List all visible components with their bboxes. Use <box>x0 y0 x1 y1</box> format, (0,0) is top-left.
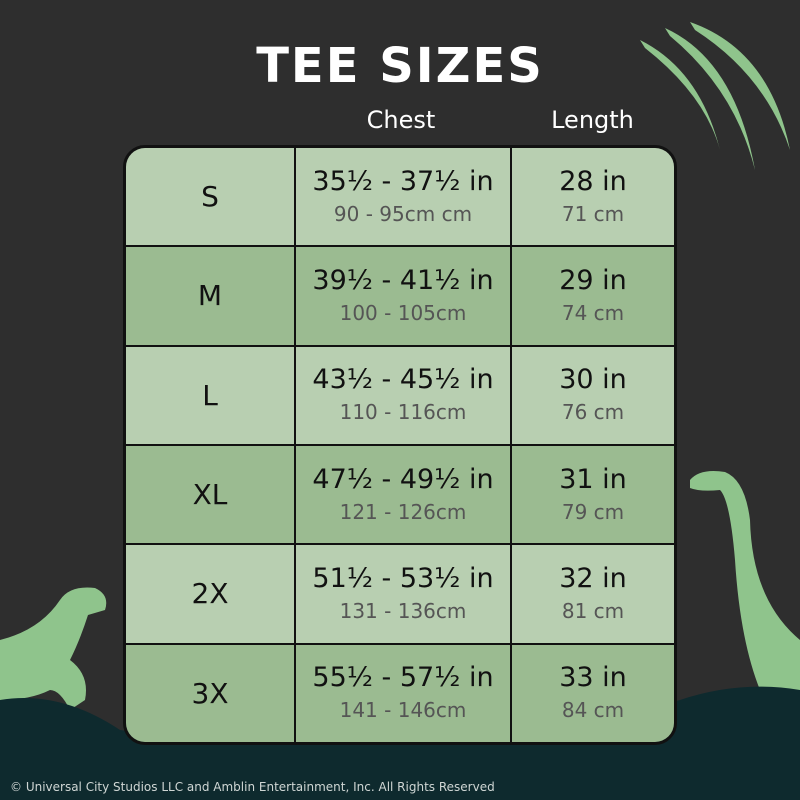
length-cell: 32 in 81 cm <box>512 545 674 642</box>
raptor-silhouette-icon <box>0 587 107 710</box>
chest-cm: 100 - 105cm <box>339 300 467 325</box>
copyright-notice: © Universal City Studios LLC and Amblin … <box>10 780 495 794</box>
size-cell: 3X <box>126 644 296 742</box>
length-inches: 30 in <box>559 364 627 396</box>
size-cell: L <box>126 346 296 444</box>
chest-cell: 43½ - 45½ in 110 - 116cm <box>296 346 512 444</box>
chest-inches: 55½ - 57½ in <box>312 662 494 694</box>
length-cm: 84 cm <box>561 698 625 723</box>
length-cell: 33 in 84 cm <box>512 645 674 742</box>
size-label: S <box>201 180 219 214</box>
chest-cm: 90 - 95cm cm <box>333 201 473 226</box>
chest-inches: 35½ - 37½ in <box>312 165 494 197</box>
length-cell: 31 in 79 cm <box>512 446 674 543</box>
table-row: M 39½ - 41½ in 100 - 105cm 29 in 74 cm <box>126 247 674 347</box>
size-label: 2X <box>191 577 229 611</box>
size-label: M <box>197 279 223 313</box>
chest-inches: 39½ - 41½ in <box>312 264 494 296</box>
length-inches: 31 in <box>559 463 627 495</box>
table-row: S 35½ - 37½ in 90 - 95cm cm 28 in 71 cm <box>126 148 674 248</box>
jungle-foliage <box>0 686 800 800</box>
length-cm: 79 cm <box>561 499 625 524</box>
length-inches: 33 in <box>559 662 627 694</box>
chest-cell: 55½ - 57½ in 141 - 146cm <box>296 644 512 742</box>
length-inches: 29 in <box>559 264 627 296</box>
length-cm: 76 cm <box>561 400 625 425</box>
chest-cm: 121 - 126cm <box>339 499 467 524</box>
table-row: 2X 51½ - 53½ in 131 - 136cm 32 in 81 cm <box>126 545 674 645</box>
table-row: 3X 55½ - 57½ in 141 - 146cm 33 in 84 cm <box>126 644 674 742</box>
length-cm: 74 cm <box>561 300 625 325</box>
chest-inches: 43½ - 45½ in <box>312 364 494 396</box>
length-column-header: Length <box>551 106 634 134</box>
table-row: XL 47½ - 49½ in 121 - 126cm 31 in 79 cm <box>126 445 674 546</box>
page-title: TEE SIZES <box>256 38 544 94</box>
size-chart-table: S 35½ - 37½ in 90 - 95cm cm 28 in 71 cm M 3… <box>123 145 677 745</box>
size-label: XL <box>192 478 228 512</box>
brachiosaurus-silhouette-icon <box>690 471 800 720</box>
table-row: L 43½ - 45½ in 110 - 116cm 30 in 76 cm <box>126 346 674 446</box>
length-cell: 29 in 74 cm <box>512 247 674 344</box>
length-cell: 30 in 76 cm <box>512 347 674 444</box>
chest-cm: 110 - 116cm <box>339 400 467 425</box>
length-inches: 32 in <box>559 562 627 594</box>
size-cell: 2X <box>126 545 296 643</box>
chest-inches: 47½ - 49½ in <box>312 463 494 495</box>
chest-cell: 51½ - 53½ in 131 - 136cm <box>296 545 512 643</box>
length-cm: 81 cm <box>561 598 625 623</box>
chest-cell: 47½ - 49½ in 121 - 126cm <box>296 445 512 544</box>
chest-inches: 51½ - 53½ in <box>312 562 494 594</box>
size-cell: M <box>126 247 296 345</box>
length-cm: 71 cm <box>561 201 625 226</box>
size-cell: XL <box>126 445 296 544</box>
chest-column-header: Chest <box>366 106 436 134</box>
chest-cm: 141 - 146cm <box>339 698 467 723</box>
chest-cm: 131 - 136cm <box>339 598 467 623</box>
length-cell: 28 in 71 cm <box>512 148 674 245</box>
size-label: 3X <box>191 676 229 710</box>
chest-cell: 39½ - 41½ in 100 - 105cm <box>296 247 512 345</box>
size-cell: S <box>126 148 296 246</box>
length-inches: 28 in <box>559 165 627 197</box>
chest-cell: 35½ - 37½ in 90 - 95cm cm <box>296 148 512 246</box>
size-label: L <box>202 378 218 412</box>
